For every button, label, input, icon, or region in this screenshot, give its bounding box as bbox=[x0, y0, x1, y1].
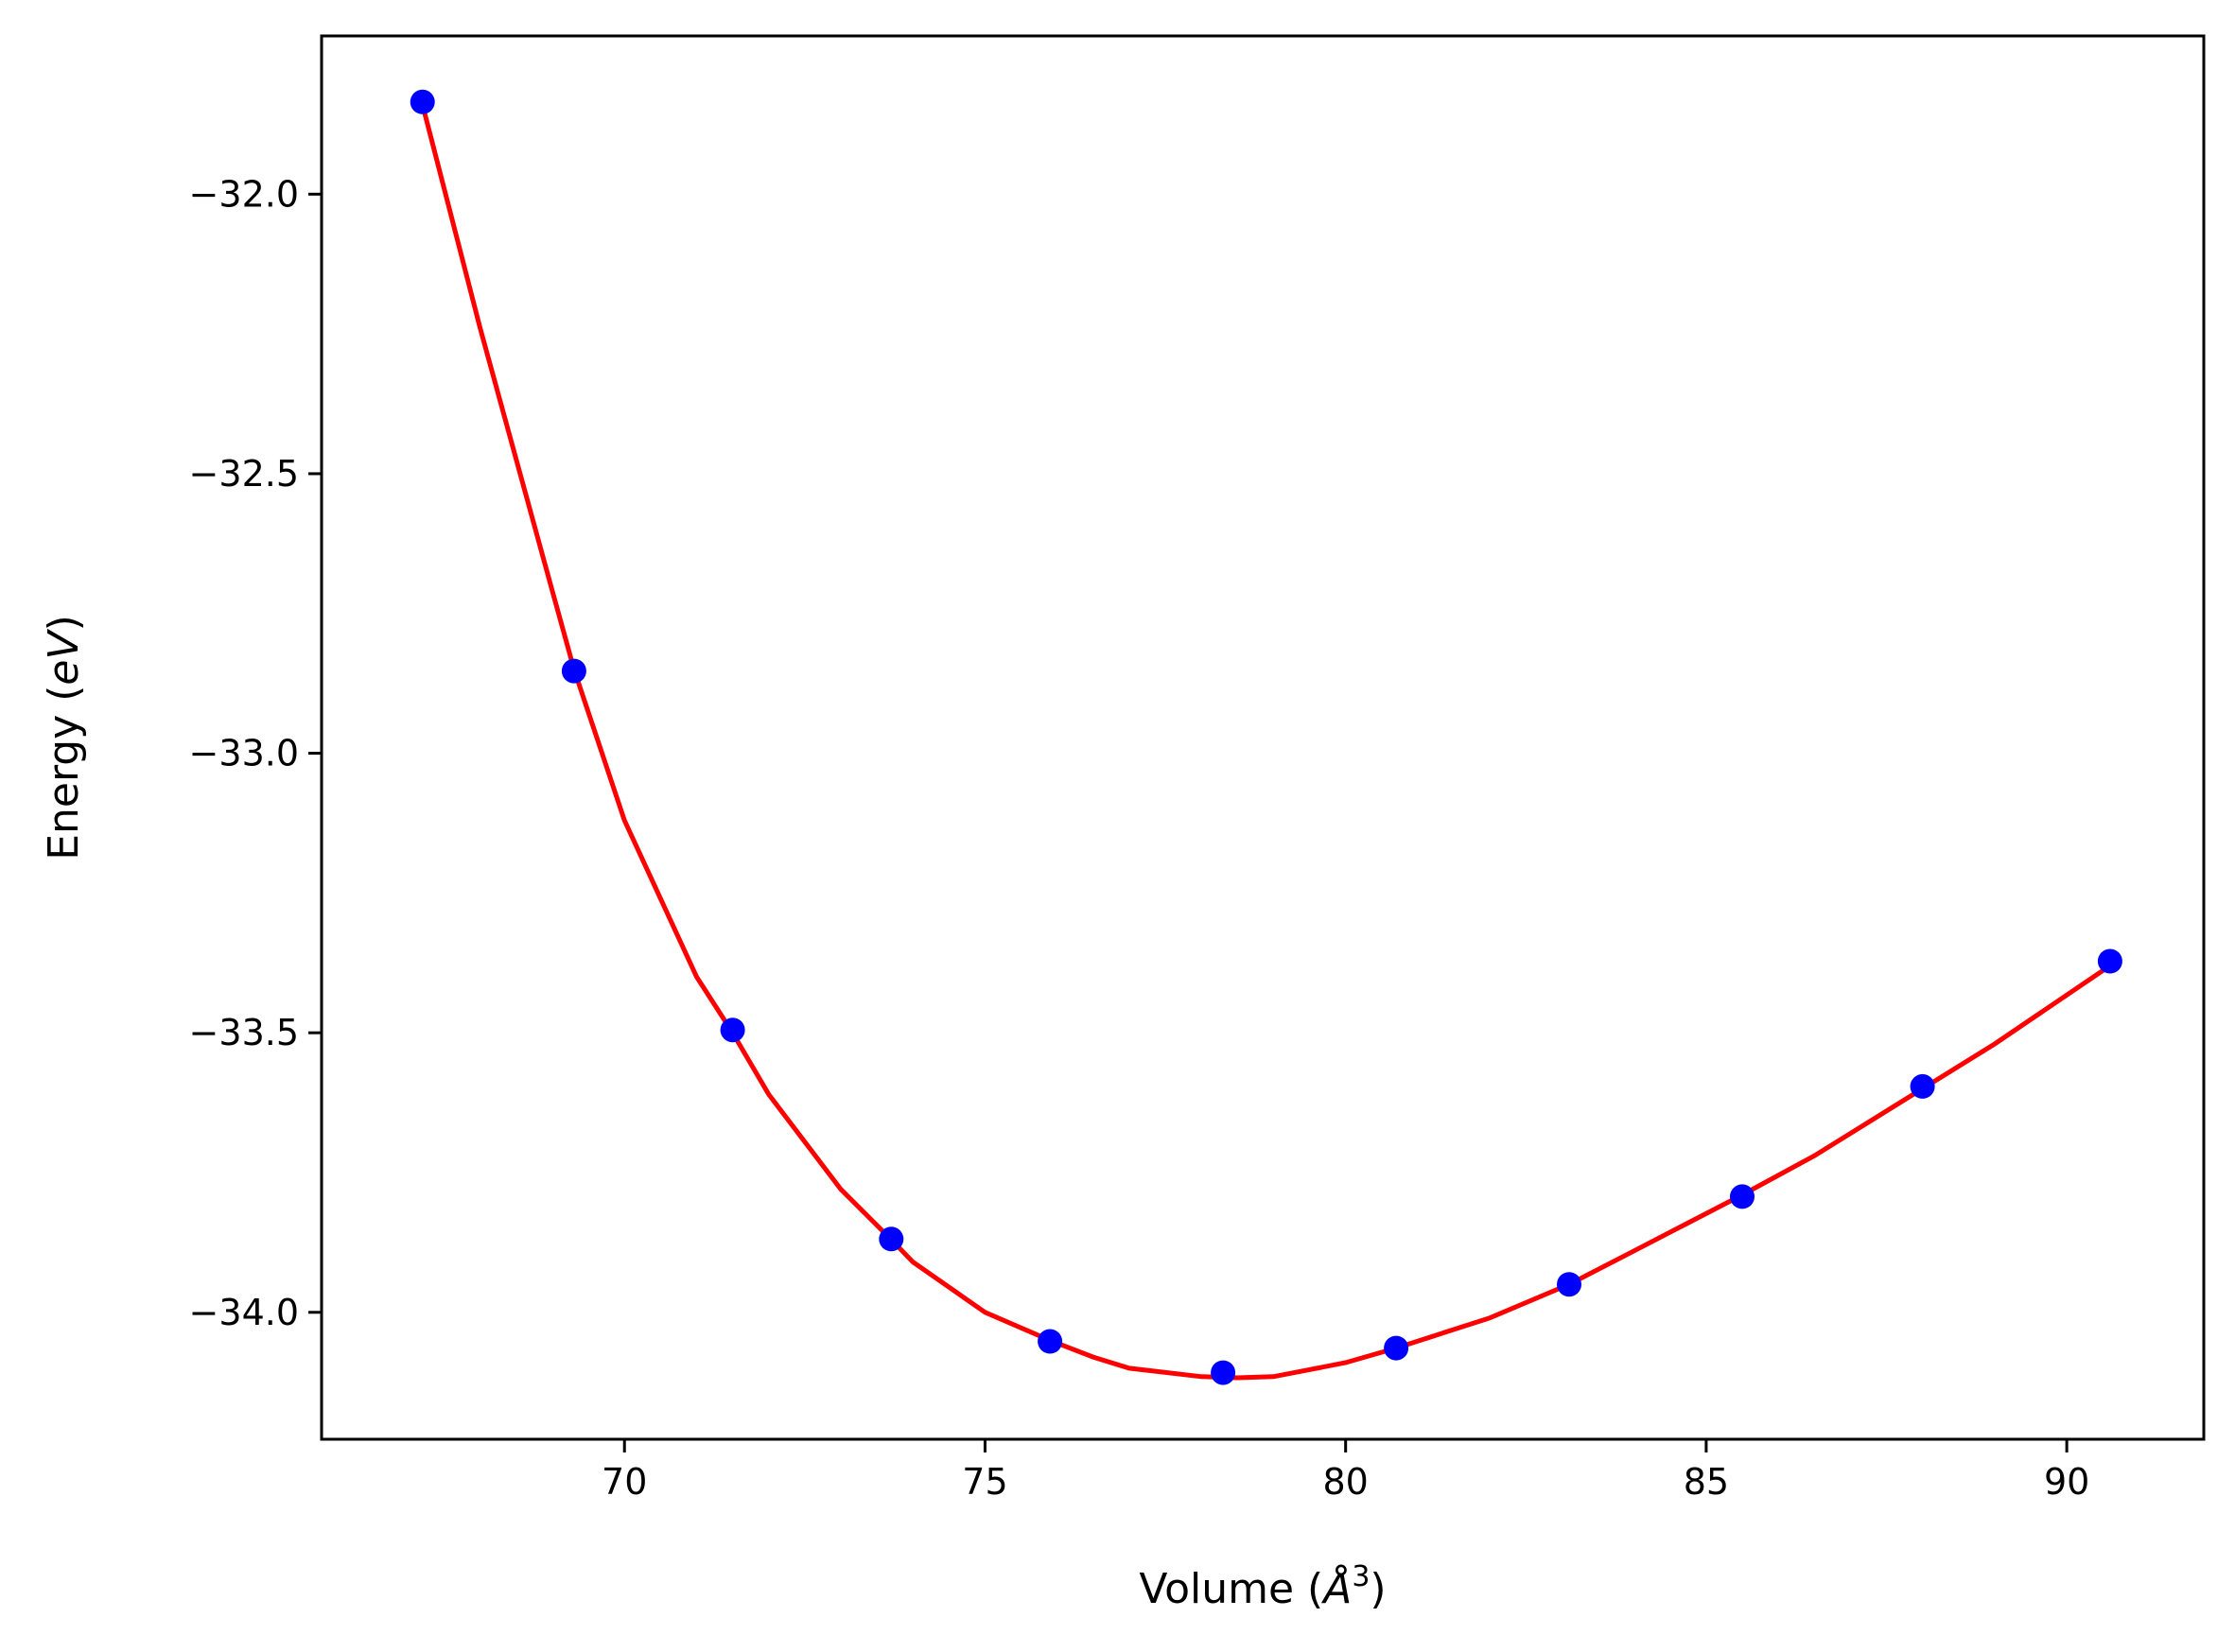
data-point bbox=[1730, 1184, 1755, 1209]
data-point bbox=[720, 1017, 745, 1043]
fit-line bbox=[420, 104, 2112, 1381]
data-point bbox=[1211, 1360, 1236, 1385]
y-tick-label: −32.0 bbox=[189, 173, 299, 215]
data-points bbox=[410, 89, 2122, 1385]
x-tick-label: 80 bbox=[1323, 1461, 1369, 1503]
x-tick-label: 85 bbox=[1684, 1461, 1729, 1503]
y-axis-label: Energy (eV) bbox=[40, 615, 88, 861]
plot-area bbox=[410, 89, 2122, 1385]
y-tick-label: −32.5 bbox=[189, 453, 299, 495]
y-axis-ticks: −32.0 −32.5 −33.0 −33.5 −34.0 bbox=[189, 173, 322, 1333]
y-tick-label: −33.5 bbox=[189, 1012, 299, 1053]
data-point bbox=[1557, 1272, 1581, 1297]
data-point bbox=[2097, 948, 2122, 974]
y-tick-label: −33.0 bbox=[189, 733, 299, 774]
data-point bbox=[561, 658, 586, 684]
x-axis-label: Volume (Å3) bbox=[1139, 1560, 1386, 1613]
x-tick-label: 90 bbox=[2044, 1461, 2089, 1503]
data-point bbox=[1384, 1335, 1409, 1361]
axes-frame bbox=[320, 34, 2206, 1441]
data-point bbox=[410, 89, 435, 114]
data-point bbox=[879, 1226, 904, 1252]
y-tick-label: −34.0 bbox=[189, 1292, 299, 1333]
x-axis-ticks: 70 75 80 85 90 bbox=[602, 1439, 2089, 1503]
data-point bbox=[1910, 1073, 1935, 1099]
data-point bbox=[1038, 1329, 1063, 1354]
x-tick-label: 70 bbox=[602, 1461, 647, 1503]
x-tick-label: 75 bbox=[962, 1461, 1007, 1503]
